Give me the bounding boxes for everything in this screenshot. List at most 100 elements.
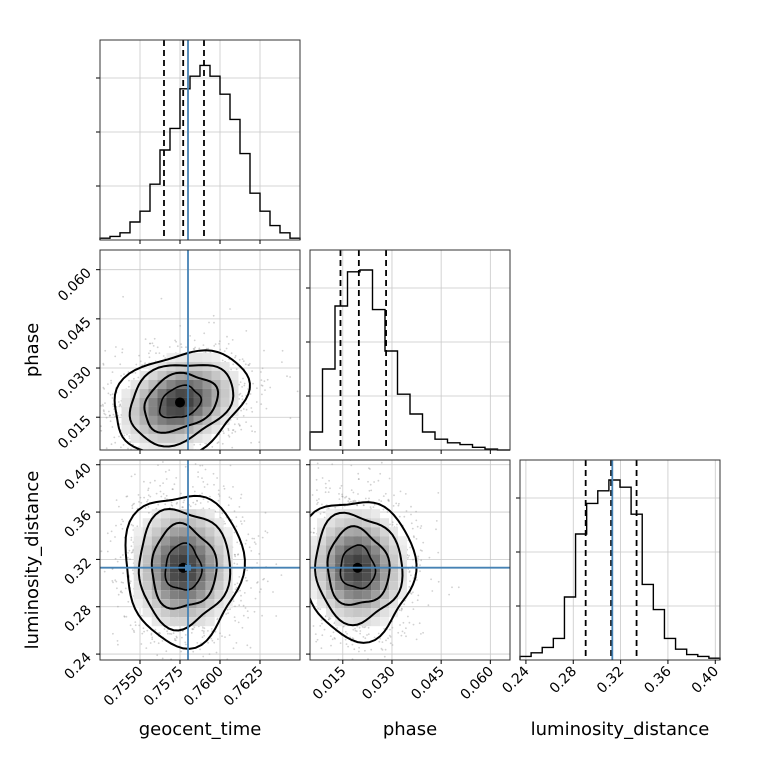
- density-cell: [178, 617, 188, 627]
- density-cell: [130, 433, 140, 443]
- density-cell: [133, 554, 143, 564]
- density-cell: [187, 527, 197, 537]
- density-cell: [139, 415, 149, 425]
- density-cell: [169, 617, 179, 627]
- density-cell: [362, 617, 372, 627]
- density-cell: [310, 545, 318, 555]
- density-cell: [160, 536, 170, 546]
- density-cell: [187, 509, 197, 519]
- y-tick-label: 0.24: [61, 650, 94, 683]
- density-cell: [362, 554, 372, 564]
- density-cell: [389, 599, 399, 609]
- y-tick-label: 0.28: [61, 602, 94, 635]
- density-cell: [193, 370, 203, 380]
- density-cell: [326, 590, 336, 600]
- contour-line: [113, 349, 251, 450]
- density-cell: [133, 536, 143, 546]
- y-tick-label: 0.060: [55, 265, 95, 305]
- density-cell: [326, 599, 336, 609]
- density-cell: [353, 590, 363, 600]
- density-cell: [142, 590, 152, 600]
- contour-line: [143, 371, 220, 434]
- density-cell: [142, 554, 152, 564]
- density-cell: [389, 545, 399, 555]
- panel-frame: [309, 459, 511, 661]
- density-cell: [166, 397, 176, 407]
- density-cell: [151, 572, 161, 582]
- density-cell: [178, 572, 188, 582]
- density-cell: [148, 433, 158, 443]
- density-cell: [187, 581, 197, 591]
- density-cell: [178, 608, 188, 618]
- density-cell: [184, 352, 194, 362]
- x-tick-label: 0.015: [310, 664, 350, 704]
- density-cell: [184, 388, 194, 398]
- density-cell: [389, 590, 399, 600]
- panel-frame: [309, 249, 511, 451]
- density-cell: [335, 572, 345, 582]
- density-cell: [220, 415, 230, 425]
- density-cell: [220, 406, 230, 416]
- density-cell: [205, 599, 215, 609]
- density-cell: [187, 518, 197, 528]
- density-cell: [148, 406, 158, 416]
- density-cell: [335, 545, 345, 555]
- density-cell: [389, 581, 399, 591]
- density-cell: [184, 442, 194, 450]
- density-cell: [211, 424, 221, 434]
- density-cell: [344, 554, 354, 564]
- x-tick-label: 0.40: [689, 664, 722, 697]
- density-cell: [205, 572, 215, 582]
- density-cell: [139, 442, 149, 450]
- density-cell: [344, 599, 354, 609]
- panel-bg: [520, 460, 720, 660]
- density-cell: [205, 509, 215, 519]
- histogram-step: [519, 479, 721, 660]
- density-cell: [326, 554, 336, 564]
- density-cell: [362, 590, 372, 600]
- density-cell: [121, 424, 131, 434]
- x-axis-title-luminosity_distance: luminosity_distance: [531, 719, 710, 740]
- x-tick-label: 0.7550: [101, 664, 147, 710]
- density-cell: [184, 370, 194, 380]
- y-axis-title-phase: phase: [22, 323, 43, 377]
- density-cell: [184, 379, 194, 389]
- density-cell: [148, 397, 158, 407]
- density-cell: [148, 361, 158, 371]
- density-cell: [326, 518, 336, 528]
- density-cell: [175, 406, 185, 416]
- density-cell: [157, 442, 167, 450]
- density-cell: [335, 581, 345, 591]
- density-cell: [202, 433, 212, 443]
- density-cell: [187, 617, 197, 627]
- density-cell: [371, 581, 381, 591]
- density-cell: [202, 352, 212, 362]
- density-cell: [157, 388, 167, 398]
- density-cell: [187, 608, 197, 618]
- density-cell: [175, 379, 185, 389]
- density-cell: [326, 572, 336, 582]
- density-cell: [353, 518, 363, 528]
- density-cell: [169, 572, 179, 582]
- density-cell: [220, 388, 230, 398]
- density-cell: [229, 397, 239, 407]
- density-cell: [310, 554, 318, 564]
- density-cell: [371, 590, 381, 600]
- density-cell: [184, 424, 194, 434]
- density-cell: [133, 599, 143, 609]
- density-cell: [166, 406, 176, 416]
- x-tick-label: 0.030: [359, 664, 399, 704]
- density-cell: [151, 545, 161, 555]
- density-cell: [142, 581, 152, 591]
- density-cell: [130, 406, 140, 416]
- density-cell: [184, 415, 194, 425]
- density-cell: [205, 608, 215, 618]
- density-cell: [202, 424, 212, 434]
- density-cell: [178, 590, 188, 600]
- density-cell: [380, 554, 390, 564]
- density-cell: [353, 608, 363, 618]
- density-cell: [205, 617, 215, 627]
- density-cell: [371, 527, 381, 537]
